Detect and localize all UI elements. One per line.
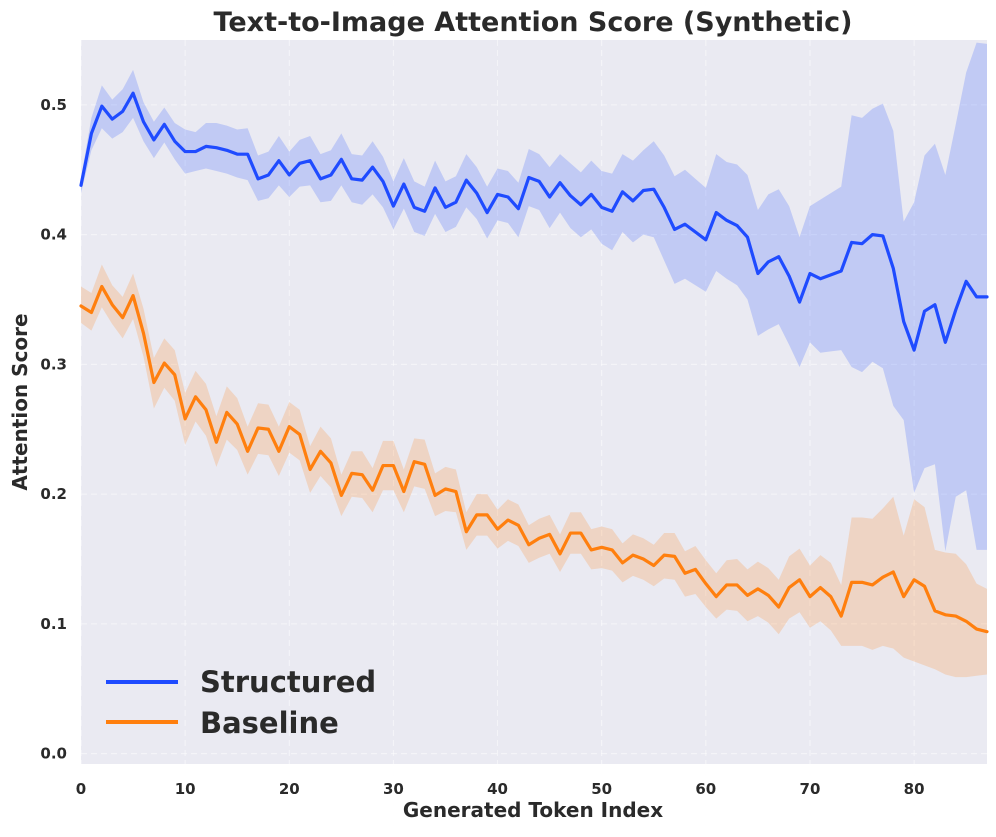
confidence-band-baseline (81, 264, 987, 678)
x-axis-label: Generated Token Index (403, 798, 663, 822)
x-tick-label: 30 (383, 780, 404, 798)
series-lines (79, 91, 989, 634)
legend-label-baseline: Baseline (200, 706, 339, 740)
y-tick-label: 0.5 (40, 96, 67, 114)
series-line-baseline (79, 284, 989, 634)
grid (80, 40, 987, 764)
x-tick-label: 80 (904, 780, 925, 798)
y-axis-ticks: 0.0 0.1 0.2 0.3 0.4 0.5 (40, 96, 67, 763)
x-tick-label: 40 (487, 780, 508, 798)
x-axis-ticks: 0 10 20 30 40 50 60 70 80 (76, 780, 925, 798)
chart-title: Text-to-Image Attention Score (Synthetic… (214, 7, 853, 38)
x-tick-label: 20 (279, 780, 300, 798)
series-line-structured (79, 91, 989, 352)
x-tick-label: 70 (800, 780, 821, 798)
y-tick-label: 0.4 (40, 226, 67, 244)
legend-label-structured: Structured (200, 665, 376, 699)
confidence-band-structured (81, 42, 987, 552)
y-axis-label: Attention Score (8, 313, 32, 490)
legend: Structured Baseline (106, 665, 376, 740)
x-tick-label: 0 (76, 780, 86, 798)
y-tick-label: 0.2 (40, 485, 67, 503)
x-tick-label: 50 (591, 780, 612, 798)
y-tick-label: 0.0 (40, 745, 67, 763)
x-tick-label: 10 (175, 780, 196, 798)
y-tick-label: 0.3 (40, 355, 67, 373)
confidence-bands (81, 42, 987, 678)
plot-background (81, 40, 987, 764)
y-tick-label: 0.1 (40, 615, 67, 633)
x-tick-label: 60 (695, 780, 716, 798)
